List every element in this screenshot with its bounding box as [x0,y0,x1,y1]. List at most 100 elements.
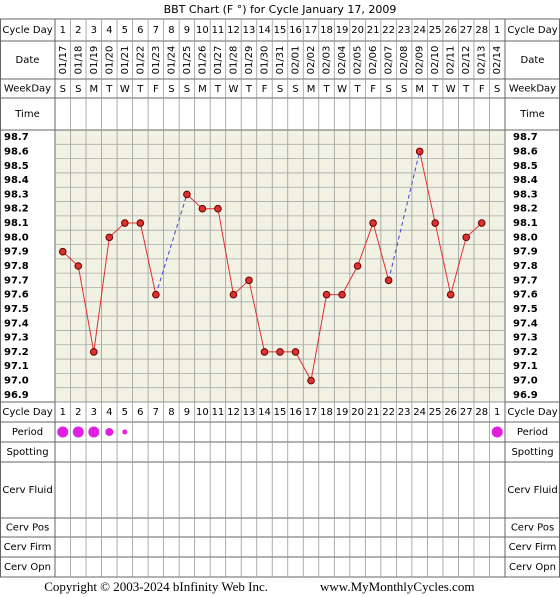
temp-point [446,290,455,299]
weekday: S [494,84,500,95]
period-dot [72,426,84,438]
date: 02/09 [415,46,426,75]
weekday: S [292,84,298,95]
cycle-day: 6 [137,25,143,36]
cycle-day: 27 [460,25,473,36]
row-label: Cycle Day [2,407,52,418]
temp-point [260,348,269,356]
cycle-day: 19 [336,407,349,418]
weekday: T [431,84,439,95]
cycle-day: 18 [320,407,333,418]
y-tick-label: 98.6 [4,146,29,157]
cycle-day: 1 [60,25,66,36]
date: 02/03 [322,46,333,75]
date: 02/13 [477,46,488,75]
temp-point [276,348,284,356]
cycle-day: 7 [153,25,159,36]
cycle-day: 12 [227,407,240,418]
temp-point [245,276,253,285]
temp-point [353,262,362,270]
date: 01/23 [151,46,162,75]
cycle-day: 5 [122,25,128,36]
temp-point [369,219,377,227]
cycle-day: 25 [429,25,442,36]
weekday: M [307,84,316,95]
cycle-day: 26 [444,407,457,418]
weekday: T [462,84,470,95]
cycle-day: 23 [398,407,411,418]
temp-point [74,262,83,270]
cycle-day: 24 [413,407,426,418]
weekday: S [75,84,81,95]
site-link: www.MyMonthlyCycles.com [320,579,474,594]
date: 02/11 [446,46,457,75]
cycle-day: 10 [196,25,209,36]
cycle-day: 11 [212,407,225,418]
weekday: W [229,84,239,95]
weekday: T [354,84,362,95]
y-tick-label: 97.0 [513,376,538,387]
y-tick-label: 97.7 [513,275,538,286]
cycle-day: 18 [320,25,333,36]
row-label: Date [16,55,40,66]
temp-point [214,204,222,213]
y-tick-label: 97.1 [4,361,29,372]
temp-point [477,219,486,227]
cycle-day: 27 [460,407,473,418]
y-tick-label: 98.6 [513,146,538,157]
y-tick-label: 97.4 [513,318,538,329]
y-tick-label: 97.6 [4,290,29,301]
date: 02/08 [399,46,410,75]
weekday: S [168,84,174,95]
gap-connector [388,151,421,281]
weekday: S [60,84,66,95]
row-label: Cerv Fluid [507,485,557,496]
cycle-day: 28 [475,25,488,36]
y-tick-label: 97.9 [4,247,29,258]
y-tick-label: 96.9 [513,390,538,401]
y-tick-label: 97.2 [513,347,538,358]
row-label: WeekDay [509,84,556,95]
weekday: T [214,84,222,95]
temp-point [229,290,238,299]
weekday: S [184,84,190,95]
weekday: S [401,84,407,95]
y-tick-label: 97.6 [513,290,538,301]
weekday: F [153,84,159,95]
temp-area [55,130,505,402]
cycle-day: 4 [106,407,112,418]
cycle-day: 16 [289,25,302,36]
row-label: Date [521,55,545,66]
row-label: Cycle Day [2,25,52,36]
y-tick-label: 97.8 [513,261,538,272]
y-tick-label: 98.7 [513,132,538,143]
row-label: Cerv Firm [509,542,557,553]
temp-point [89,348,98,356]
y-tick-label: 97.1 [513,361,538,372]
date: 01/24 [166,46,177,75]
date: 02/05 [353,46,364,75]
cycle-day: 22 [382,407,395,418]
weekday: F [370,84,376,95]
row-label: Period [517,427,548,438]
y-tick-label: 97.7 [4,275,29,286]
temp-point [338,290,346,299]
cycle-day: 13 [243,407,256,418]
cycle-day: 20 [351,25,364,36]
temp-point [307,376,315,385]
weekday: M [198,84,207,95]
y-tick-label: 97.8 [4,261,29,272]
temp-point [152,290,160,299]
temp-point [121,219,129,227]
cycle-day: 4 [106,25,112,36]
cycle-day: 12 [227,25,240,36]
cycle-day: 2 [75,25,81,36]
cycle-day: 5 [122,407,128,418]
y-tick-label: 97.0 [4,376,29,387]
row-label: Time [519,109,544,120]
date: 01/26 [197,46,208,75]
row-label: Time [14,109,39,120]
temp-point [322,290,331,299]
cycle-day: 6 [137,407,143,418]
date: 02/07 [384,46,395,75]
